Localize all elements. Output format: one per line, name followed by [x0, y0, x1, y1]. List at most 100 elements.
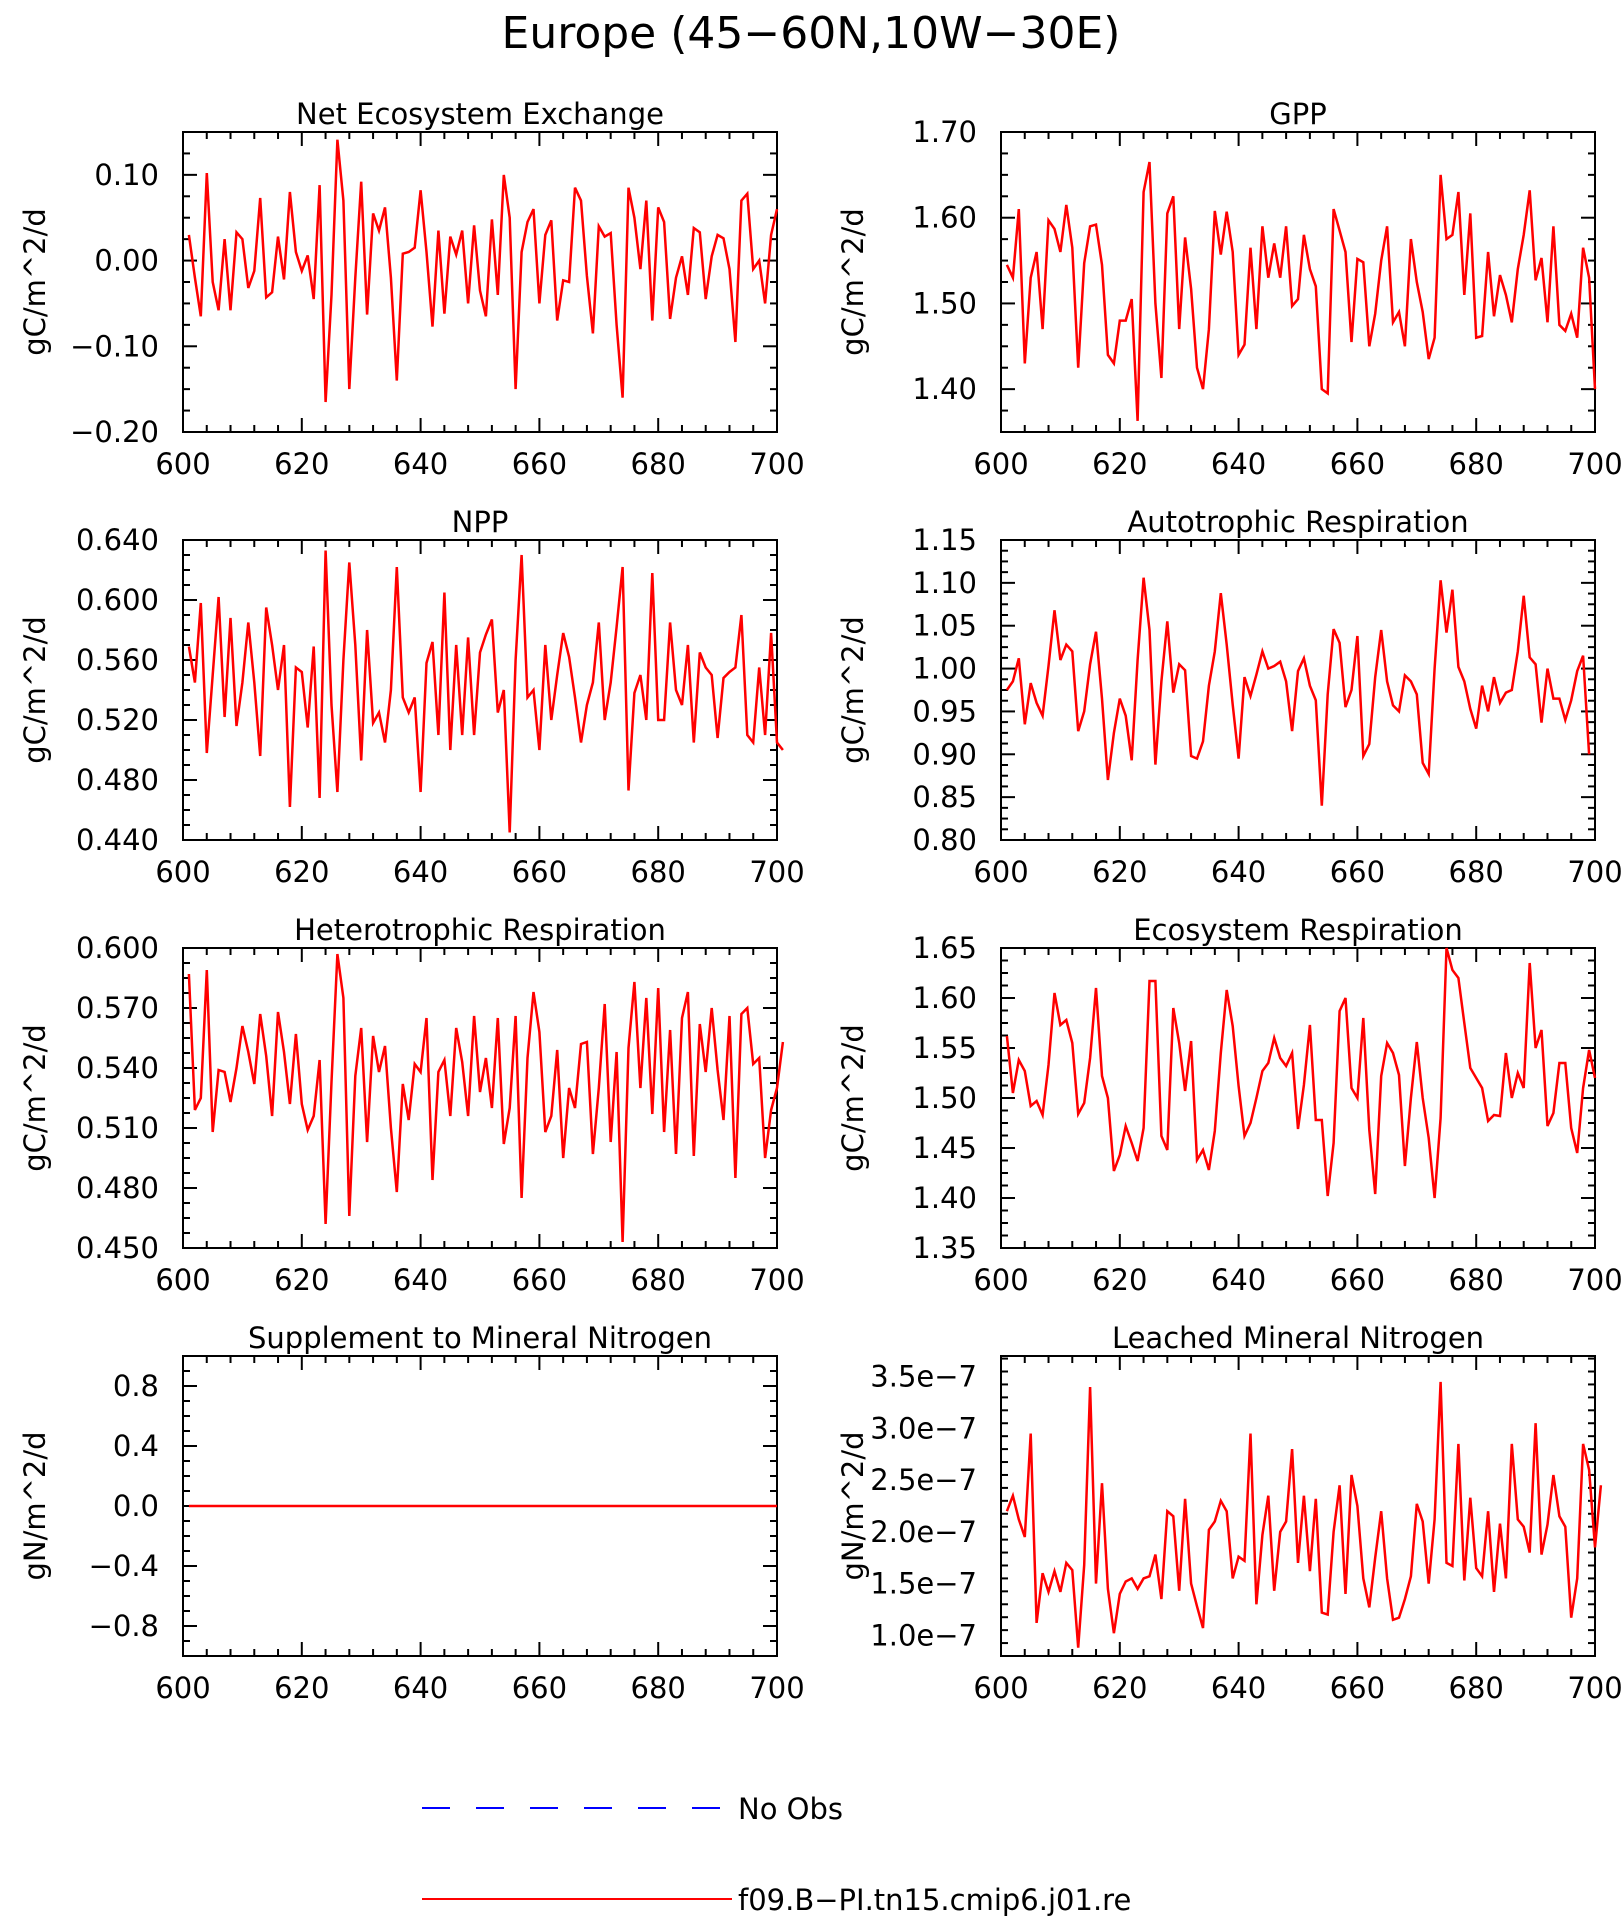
y-axis-label: gC/m^2/d	[836, 1024, 870, 1172]
x-tick-label: 680	[1449, 447, 1504, 481]
x-tick-label: 680	[631, 1263, 686, 1297]
y-tick-label: 0.4	[113, 1429, 159, 1463]
plot-frame	[1000, 1355, 1596, 1657]
y-tick-label: 0.85	[912, 780, 977, 814]
panel-3: NPP gC/m^2/d 600 620 640 660 680 700 0.440 0.480 0…	[18, 505, 805, 889]
series-line	[1005, 161, 1597, 421]
panel-4: Autotrophic Respiration gC/m^2/d 600 620 640…	[836, 505, 1622, 889]
y-tick-label: 2.5e−7	[870, 1463, 977, 1497]
x-tick-label: 660	[1330, 1671, 1385, 1705]
y-tick-label: 0.8	[113, 1369, 159, 1403]
y-tick-label: 1.65	[912, 931, 977, 965]
y-tick-label: 1.40	[912, 372, 977, 406]
y-tick-label: 0.440	[76, 823, 159, 857]
series-line	[1005, 577, 1591, 806]
y-axis-label: gC/m^2/d	[18, 616, 52, 764]
x-tick-label: 660	[1330, 447, 1385, 481]
panel-title: Ecosystem Respiration	[1133, 913, 1463, 947]
y-tick-label: −0.20	[70, 415, 159, 449]
x-tick-label: 640	[1211, 855, 1266, 889]
y-tick-label: 0.640	[76, 523, 159, 557]
y-tick-label: −0.8	[89, 1609, 159, 1643]
x-tick-label: 640	[393, 447, 448, 481]
panel-title: Heterotrophic Respiration	[294, 913, 666, 947]
x-tick-label: 660	[512, 1671, 567, 1705]
x-tick-label: 600	[973, 855, 1028, 889]
y-tick-label: −0.4	[89, 1549, 159, 1583]
y-tick-label: 0.560	[76, 643, 159, 677]
y-tick-label: 0.450	[76, 1231, 159, 1265]
x-tick-label: 680	[1449, 1671, 1504, 1705]
x-tick-label: 680	[631, 447, 686, 481]
x-tick-label: 660	[512, 1263, 567, 1297]
x-tick-label: 620	[1092, 855, 1147, 889]
panels: Net Ecosystem Exchange gC/m^2/d 600 620 640 6…	[18, 97, 1622, 1705]
y-axis-label: gC/m^2/d	[836, 616, 870, 764]
x-tick-label: 700	[1567, 1263, 1622, 1297]
x-tick-label: 620	[1092, 1263, 1147, 1297]
x-tick-label: 600	[155, 1263, 210, 1297]
panel-5: Heterotrophic Respiration gC/m^2/d 600 620 6…	[18, 913, 805, 1297]
x-tick-label: 620	[274, 855, 329, 889]
y-tick-label: −0.10	[70, 329, 159, 363]
plot-frame	[1000, 947, 1596, 1249]
y-tick-label: 1.50	[912, 1081, 977, 1115]
y-tick-label: 0.80	[912, 823, 977, 857]
x-tick-label: 640	[393, 1263, 448, 1297]
plot-frame	[1000, 539, 1596, 841]
panel-8: Leached Mineral Nitrogen gN/m^2/d 600 620 64…	[836, 1321, 1622, 1705]
y-tick-label: 0.0	[113, 1489, 159, 1523]
panel-title: Net Ecosystem Exchange	[296, 97, 664, 131]
x-tick-label: 680	[1449, 855, 1504, 889]
x-tick-label: 640	[1211, 1671, 1266, 1705]
y-tick-label: 0.10	[94, 158, 159, 192]
y-tick-label: 1.70	[912, 115, 977, 149]
x-tick-label: 600	[973, 1671, 1028, 1705]
x-tick-label: 700	[1567, 1671, 1622, 1705]
series-line	[1005, 1381, 1603, 1648]
x-tick-label: 700	[1567, 855, 1622, 889]
legend-obs-label: No Obs	[738, 1792, 843, 1826]
y-tick-label: 1.40	[912, 1181, 977, 1215]
y-tick-label: 1.60	[912, 201, 977, 235]
y-tick-label: 2.0e−7	[870, 1515, 977, 1549]
y-tick-label: 0.600	[76, 931, 159, 965]
x-tick-label: 640	[393, 1671, 448, 1705]
x-tick-label: 660	[512, 447, 567, 481]
legend-model-label: f09.B−PI.tn15.cmip6.j01.re	[738, 1883, 1131, 1916]
x-tick-label: 680	[631, 1671, 686, 1705]
x-tick-label: 700	[749, 447, 804, 481]
y-tick-label: 1.55	[912, 1031, 977, 1065]
y-tick-label: 1.45	[912, 1131, 977, 1165]
y-tick-label: 1.50	[912, 286, 977, 320]
y-tick-label: 3.5e−7	[870, 1360, 977, 1394]
y-tick-label: 3.0e−7	[870, 1411, 977, 1445]
x-tick-label: 700	[1567, 447, 1622, 481]
y-tick-label: 0.570	[76, 991, 159, 1025]
x-tick-label: 620	[1092, 1671, 1147, 1705]
panel-title: Autotrophic Respiration	[1127, 505, 1468, 539]
x-tick-label: 640	[393, 855, 448, 889]
plot-frame	[1000, 131, 1596, 433]
x-tick-label: 620	[274, 1671, 329, 1705]
y-tick-label: 0.00	[94, 244, 159, 278]
panel-title: Supplement to Mineral Nitrogen	[248, 1321, 712, 1355]
x-tick-label: 700	[749, 855, 804, 889]
x-tick-label: 620	[274, 447, 329, 481]
series-line	[1005, 947, 1597, 1199]
x-tick-label: 640	[1211, 1263, 1266, 1297]
y-tick-label: 1.35	[912, 1231, 977, 1265]
y-tick-label: 0.480	[76, 1171, 159, 1205]
y-tick-label: 0.520	[76, 703, 159, 737]
series-line	[187, 550, 784, 833]
x-tick-label: 600	[155, 855, 210, 889]
y-axis-label: gC/m^2/d	[836, 208, 870, 356]
y-tick-label: 0.480	[76, 763, 159, 797]
y-axis-label: gN/m^2/d	[18, 1431, 52, 1580]
y-tick-label: 0.540	[76, 1051, 159, 1085]
y-tick-label: 0.95	[912, 694, 977, 728]
y-axis-label: gN/m^2/d	[836, 1431, 870, 1580]
y-tick-label: 1.60	[912, 981, 977, 1015]
x-tick-label: 680	[631, 855, 686, 889]
